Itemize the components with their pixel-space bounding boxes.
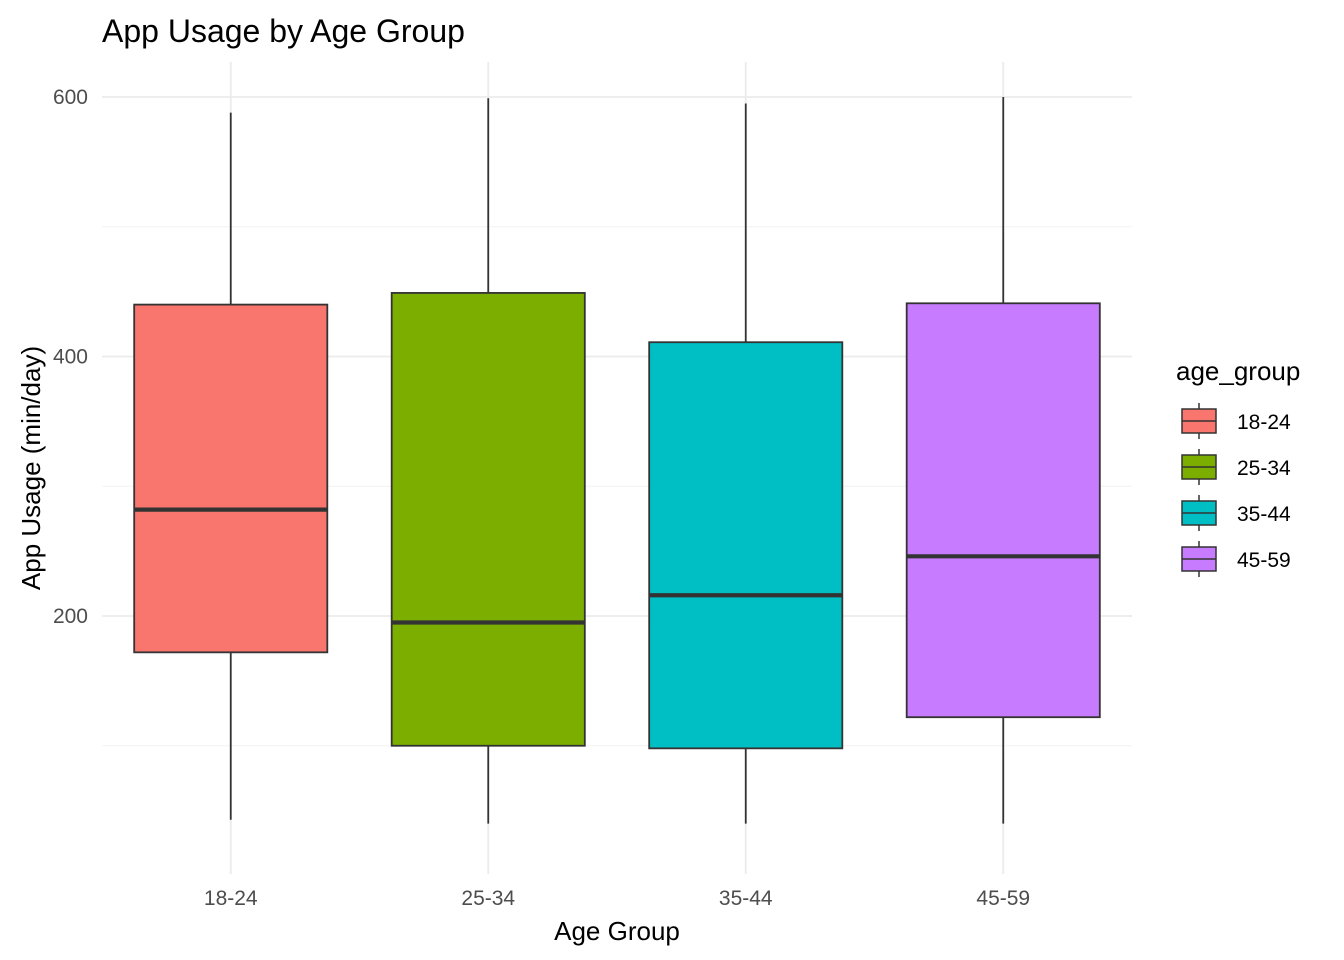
- legend-item-18-24: 18-24: [1181, 403, 1291, 439]
- box-25-34: [390, 98, 586, 824]
- x-tick-label: 35-44: [719, 887, 773, 910]
- legend-label: 45-59: [1237, 549, 1291, 572]
- legend-title: age_group: [1176, 356, 1300, 386]
- x-tick-label: 18-24: [204, 887, 258, 910]
- box-body: [905, 302, 1101, 719]
- boxes: [133, 97, 1101, 824]
- legend-item-45-59: 45-59: [1181, 541, 1291, 577]
- x-tick-label: 45-59: [976, 887, 1030, 910]
- legend-item-25-34: 25-34: [1181, 449, 1291, 485]
- legend-label: 35-44: [1237, 503, 1291, 526]
- y-tick-label: 600: [53, 86, 88, 109]
- x-axis-ticks: 18-24 25-34 35-44 45-59: [204, 887, 1030, 910]
- box-45-59: [905, 97, 1101, 824]
- y-tick-label: 200: [53, 605, 88, 628]
- chart-title: App Usage by Age Group: [102, 13, 465, 49]
- x-axis-title: Age Group: [554, 916, 680, 946]
- legend-label: 18-24: [1237, 411, 1291, 434]
- legend-label: 25-34: [1237, 457, 1291, 480]
- legend: age_group 18-24 25-34 35-44 45-59: [1176, 356, 1300, 577]
- legend-item-35-44: 35-44: [1181, 495, 1291, 531]
- box-18-24: [133, 112, 329, 820]
- y-tick-label: 400: [53, 346, 88, 369]
- y-axis-ticks: 200 400 600: [53, 86, 88, 628]
- box-body: [648, 341, 844, 750]
- box-body: [133, 303, 329, 654]
- box-body: [390, 292, 586, 747]
- x-tick-label: 25-34: [461, 887, 515, 910]
- box-35-44: [648, 103, 844, 824]
- y-axis-title: App Usage (min/day): [16, 346, 46, 590]
